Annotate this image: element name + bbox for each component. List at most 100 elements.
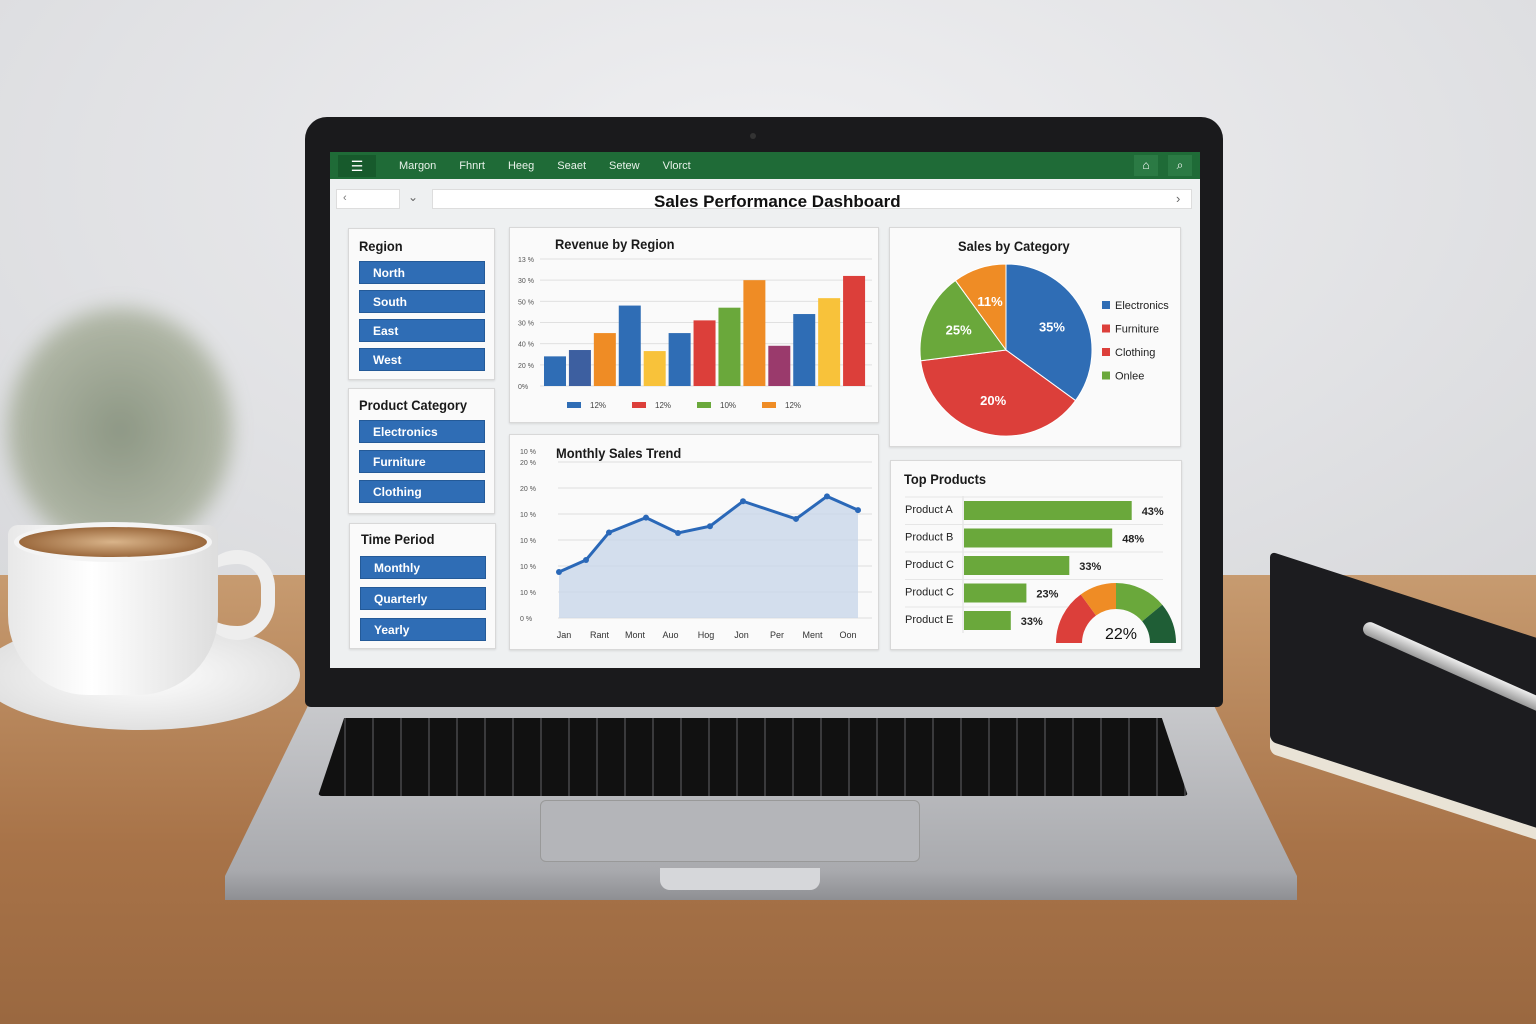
y-tick-label: 30 % — [518, 321, 534, 328]
legend-label: Onlee — [1115, 371, 1144, 383]
product-label: Product E — [905, 614, 953, 626]
nav-item[interactable]: Seaet — [557, 159, 587, 172]
top-nav-bar: ☰ Margon Fhnrt Heeg Seaet Setew Vlorct ⌂… — [330, 152, 1200, 179]
trend-line — [558, 494, 859, 574]
y-tick-label: 10 % — [520, 590, 536, 597]
filter-east[interactable]: East — [359, 319, 485, 342]
forward-icon[interactable]: › — [1176, 191, 1181, 206]
data-point — [855, 507, 861, 514]
y-tick-label: 40 % — [518, 342, 534, 349]
sales-trend-chart: 0 % 10 % 10 % 10 % 10 % 20 % 20 % 10 % Jan Rant Mo… — [520, 449, 872, 640]
data-point — [793, 515, 799, 522]
search-icon[interactable]: ⌕ — [1168, 155, 1192, 176]
x-tick-label: Jan — [557, 630, 572, 640]
filter-yearly[interactable]: Yearly — [360, 618, 486, 641]
bar — [618, 305, 641, 386]
top-products-card: Product A 43% Product B 48% Product C 33% Prod… — [890, 460, 1182, 650]
bar — [843, 275, 866, 386]
revenue-by-region-card: 0% 20 % 40 % 30 % 50 % 30 % 13 % 12% 12% 10% 12% R… — [509, 227, 879, 423]
nav-item[interactable]: Vlorct — [662, 159, 691, 172]
nav-controls[interactable]: ‹ — [336, 189, 400, 209]
filter-furniture[interactable]: Furniture — [359, 450, 485, 473]
legend-swatch — [762, 402, 776, 408]
product-bar — [964, 611, 1011, 630]
x-tick-label: Oon — [839, 630, 856, 640]
legend-swatch — [1102, 348, 1110, 356]
slice-label: 11% — [977, 294, 1003, 309]
filter-monthly[interactable]: Monthly — [360, 556, 486, 579]
product-label: Product C — [905, 559, 954, 571]
data-point — [707, 523, 713, 530]
filter-quarterly[interactable]: Quarterly — [360, 587, 486, 610]
chart-title: Sales by Category — [958, 238, 1070, 254]
data-point — [740, 498, 746, 505]
y-tick-label: 0% — [518, 384, 528, 391]
nav-item[interactable]: Fhnrt — [459, 159, 485, 172]
y-tick-label: 10 % — [520, 564, 536, 571]
product-label: Product A — [905, 504, 953, 516]
data-point — [606, 529, 612, 536]
data-point — [556, 568, 562, 575]
nav-item[interactable]: Margon — [399, 159, 437, 172]
bar — [668, 333, 691, 386]
filter-electronics[interactable]: Electronics — [359, 420, 485, 443]
hamburger-icon[interactable]: ☰ — [338, 154, 376, 177]
legend-swatch — [1102, 324, 1110, 333]
y-tick-label: 50 % — [518, 299, 534, 306]
dashboard-screen: ☰ Margon Fhnrt Heeg Seaet Setew Vlorct ⌂… — [330, 152, 1200, 668]
pie-slice — [919, 279, 1007, 362]
y-tick-label: 10 % — [520, 449, 536, 456]
home-icon[interactable]: ⌂ — [1134, 155, 1158, 176]
slice-label: 25% — [946, 323, 972, 338]
y-tick-label: 10 % — [520, 512, 536, 519]
region-filter: Region North South East West — [348, 228, 495, 380]
keyboard[interactable] — [318, 718, 1188, 796]
bar — [718, 307, 741, 386]
chevron-down-icon[interactable]: ⌄ — [408, 190, 419, 204]
filter-title: Region — [359, 238, 403, 254]
nav-item[interactable]: Setew — [609, 159, 640, 172]
filter-title: Product Category — [359, 397, 468, 413]
bar — [768, 345, 791, 386]
filter-west[interactable]: West — [359, 348, 485, 371]
filter-north[interactable]: North — [359, 261, 485, 284]
back-icon[interactable]: ‹ — [343, 192, 347, 204]
filter-south[interactable]: South — [359, 290, 485, 313]
bar — [593, 333, 616, 386]
slice-label: 35% — [1039, 320, 1065, 335]
legend-label: Electronics — [1115, 300, 1169, 312]
product-bar — [964, 583, 1027, 603]
trackpad[interactable] — [540, 800, 920, 862]
area-fill — [559, 496, 858, 618]
revenue-bar-chart: 0% 20 % 40 % 30 % 50 % 30 % 13 % 12% 12% 10% 12% — [518, 257, 872, 410]
legend-label: 12% — [655, 401, 671, 410]
y-tick-label: 13 % — [518, 257, 534, 264]
category-filter: Product Category Electronics Furniture C… — [348, 388, 495, 514]
x-tick-label: Hog — [698, 630, 715, 640]
gauge-segment — [1142, 604, 1176, 643]
category-pie-chart: 35% 20% 25% 11% Electronics Furniture Clothing… — [919, 263, 1169, 437]
bar — [643, 351, 666, 386]
legend-label: Clothing — [1115, 347, 1155, 359]
pie-slice — [954, 263, 1007, 352]
product-value: 33% — [1021, 616, 1043, 628]
address-bar[interactable] — [432, 189, 1192, 209]
product-value: 23% — [1036, 589, 1058, 601]
bar — [793, 314, 816, 386]
y-tick-label: 20 % — [520, 486, 536, 493]
legend-swatch — [567, 402, 581, 408]
monthly-sales-card: 0 % 10 % 10 % 10 % 10 % 20 % 20 % 10 % Jan Rant Mo… — [509, 434, 879, 650]
bar — [568, 350, 591, 386]
nav-item[interactable]: Heeg — [507, 159, 535, 172]
coffee — [14, 522, 212, 562]
x-tick-label: Per — [770, 630, 784, 640]
y-tick-label: 10 % — [520, 538, 536, 545]
laptop-notch — [660, 868, 820, 890]
gauge-value: 22% — [1105, 626, 1137, 643]
filter-clothing[interactable]: Clothing — [359, 480, 485, 503]
product-value: 48% — [1122, 534, 1144, 546]
gauge-segment — [1056, 594, 1097, 643]
bar — [743, 280, 766, 386]
data-point — [824, 493, 830, 500]
chart-title: Revenue by Region — [555, 236, 675, 252]
